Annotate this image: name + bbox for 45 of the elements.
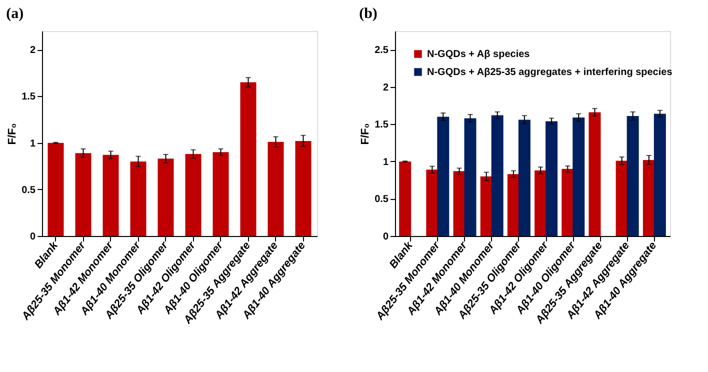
bar [399, 161, 412, 236]
bar [48, 142, 64, 236]
bar [295, 140, 312, 236]
bar [534, 170, 547, 236]
y-tick-label: 0 [382, 232, 389, 242]
bar [426, 170, 438, 236]
bar [626, 116, 639, 236]
bar [562, 168, 574, 236]
bar [480, 176, 492, 236]
bar [642, 160, 655, 236]
bar [588, 112, 601, 236]
bar [507, 174, 520, 236]
legend-label: N-GQDs + Aβ species [427, 49, 530, 60]
bar [240, 82, 256, 236]
bar [158, 158, 174, 236]
legend-label: N-GQDs + Aβ25-35 aggregates + interfering species [427, 67, 673, 78]
y-tick-label: 0.5 [374, 194, 389, 206]
bar [75, 153, 92, 236]
y-axis-title: F/F₀ [6, 123, 19, 145]
bar [491, 115, 504, 236]
y-axis-title: F/F₀ [360, 123, 372, 145]
bar [453, 171, 466, 236]
bar [616, 160, 628, 236]
bar [464, 118, 476, 236]
bar [437, 116, 450, 236]
y-tick-label: 1 [382, 156, 389, 168]
y-tick-label: 0.5 [22, 184, 36, 196]
bar [130, 161, 146, 236]
y-tick-label: 0 [30, 232, 36, 242]
y-tick-label: 1 [30, 138, 36, 150]
y-tick-label: 2 [30, 45, 36, 56]
y-tick-label: 1.5 [22, 92, 36, 103]
chart-title: (a) [6, 6, 24, 22]
bar [546, 121, 558, 236]
bar [654, 114, 666, 236]
bar [212, 152, 229, 236]
y-tick-label: 1.5 [374, 120, 389, 131]
bar [268, 142, 284, 236]
bar [572, 117, 585, 236]
y-tick-label: 2.5 [374, 45, 389, 56]
bar [102, 154, 119, 236]
y-tick-label: 2 [382, 82, 389, 94]
bar [185, 154, 202, 236]
chart-title: (b) [359, 6, 378, 22]
bar [518, 120, 530, 236]
